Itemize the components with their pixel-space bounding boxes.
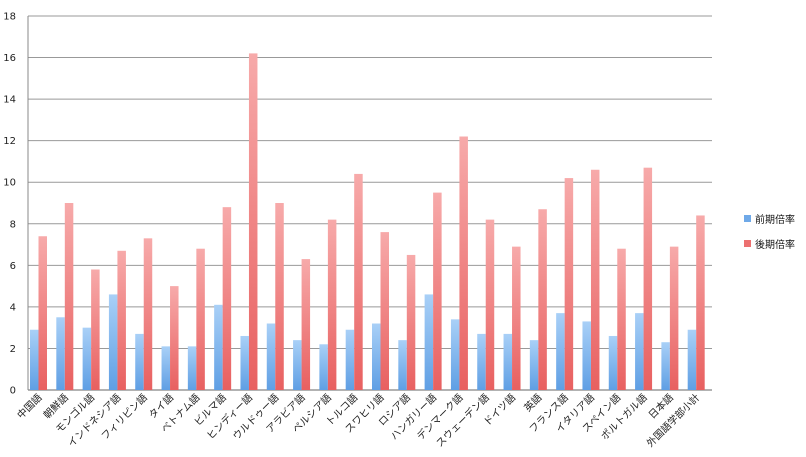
bar-series-2 [301, 259, 311, 390]
y-tick-label: 16 [3, 53, 16, 64]
bar-series-1 [161, 346, 171, 390]
y-tick-label: 0 [10, 386, 16, 397]
legend-item-series-1: 前期倍率 [744, 211, 795, 226]
x-tick-label: 英語 [521, 391, 544, 414]
y-tick-label: 18 [3, 12, 16, 23]
bar-series-1 [56, 317, 65, 390]
bar-series-1 [214, 304, 223, 390]
bar-series-1 [503, 333, 513, 390]
bar-series-1 [319, 344, 328, 390]
y-tick-label: 12 [3, 136, 16, 147]
legend-label-series-1: 前期倍率 [755, 214, 795, 226]
bar-series-2 [406, 254, 416, 390]
bar-series-1 [608, 335, 618, 390]
bars [30, 53, 705, 391]
bar-series-1 [240, 335, 249, 390]
bar-series-1 [687, 329, 697, 390]
bar-series-2 [538, 209, 547, 390]
bar-series-1 [477, 333, 486, 390]
bar-series-1 [556, 313, 565, 390]
bar-series-2 [617, 248, 626, 390]
bar-series-2 [512, 246, 521, 390]
bar-series-1 [529, 340, 539, 390]
bar-series-2 [485, 219, 495, 390]
bar-series-1 [582, 321, 591, 390]
bar-series-2 [64, 203, 74, 390]
legend-swatch-series-2 [744, 239, 751, 247]
bar-series-1 [661, 342, 670, 390]
y-tick-label: 14 [3, 95, 16, 106]
bar-series-1 [398, 340, 407, 390]
bar-series-2 [170, 286, 179, 390]
bar-series-1 [424, 294, 434, 390]
bar-series-2 [117, 250, 126, 390]
y-tick-label: 6 [10, 261, 16, 272]
y-tick-label: 4 [10, 302, 16, 313]
y-tick-label: 8 [10, 219, 16, 230]
bar-series-1 [345, 329, 355, 390]
bar-series-1 [82, 327, 92, 390]
bar-series-1 [293, 340, 302, 390]
bar-series-2 [354, 173, 363, 390]
bar-series-1 [372, 323, 381, 390]
bar-series-2 [275, 203, 284, 390]
y-tick-label: 2 [10, 344, 16, 355]
bar-series-1 [30, 329, 39, 390]
y-axis: 0 2 4 6 8 10 12 14 16 18 [3, 12, 29, 397]
bar-series-2 [143, 238, 153, 390]
bar-series-2 [327, 219, 337, 390]
x-axis: 中国語朝鮮語モンゴル語インドネシア語フィリピン語タイ語ベトナム語ビルマ語ヒンディ… [14, 391, 702, 450]
bar-series-2 [91, 269, 100, 390]
gridlines [28, 15, 712, 391]
bar-series-2 [38, 236, 47, 390]
bar-series-1 [450, 319, 460, 390]
x-tick-label: 中国語 [14, 391, 44, 421]
bar-series-2 [564, 178, 574, 390]
bar-series-2 [196, 248, 205, 390]
bar-series-2 [590, 169, 600, 390]
bar-series-2 [222, 207, 232, 390]
legend: 前期倍率 後期倍率 [744, 211, 795, 261]
bar-series-1 [635, 313, 644, 390]
bar-series-2 [669, 246, 679, 390]
bar-series-1 [187, 346, 197, 390]
bar-series-2 [459, 136, 468, 390]
bar-series-2 [696, 215, 705, 390]
bar-series-2 [380, 232, 389, 390]
legend-label-series-2: 後期倍率 [755, 239, 795, 251]
bar-series-1 [135, 333, 144, 390]
bar-series-2 [433, 192, 442, 390]
legend-item-series-2: 後期倍率 [744, 236, 795, 251]
bar-series-1 [266, 323, 276, 390]
bar-series-2 [248, 53, 258, 391]
bar-series-2 [643, 167, 653, 390]
legend-swatch-series-1 [744, 214, 751, 222]
bar-series-1 [108, 294, 118, 390]
y-tick-label: 10 [3, 178, 16, 189]
